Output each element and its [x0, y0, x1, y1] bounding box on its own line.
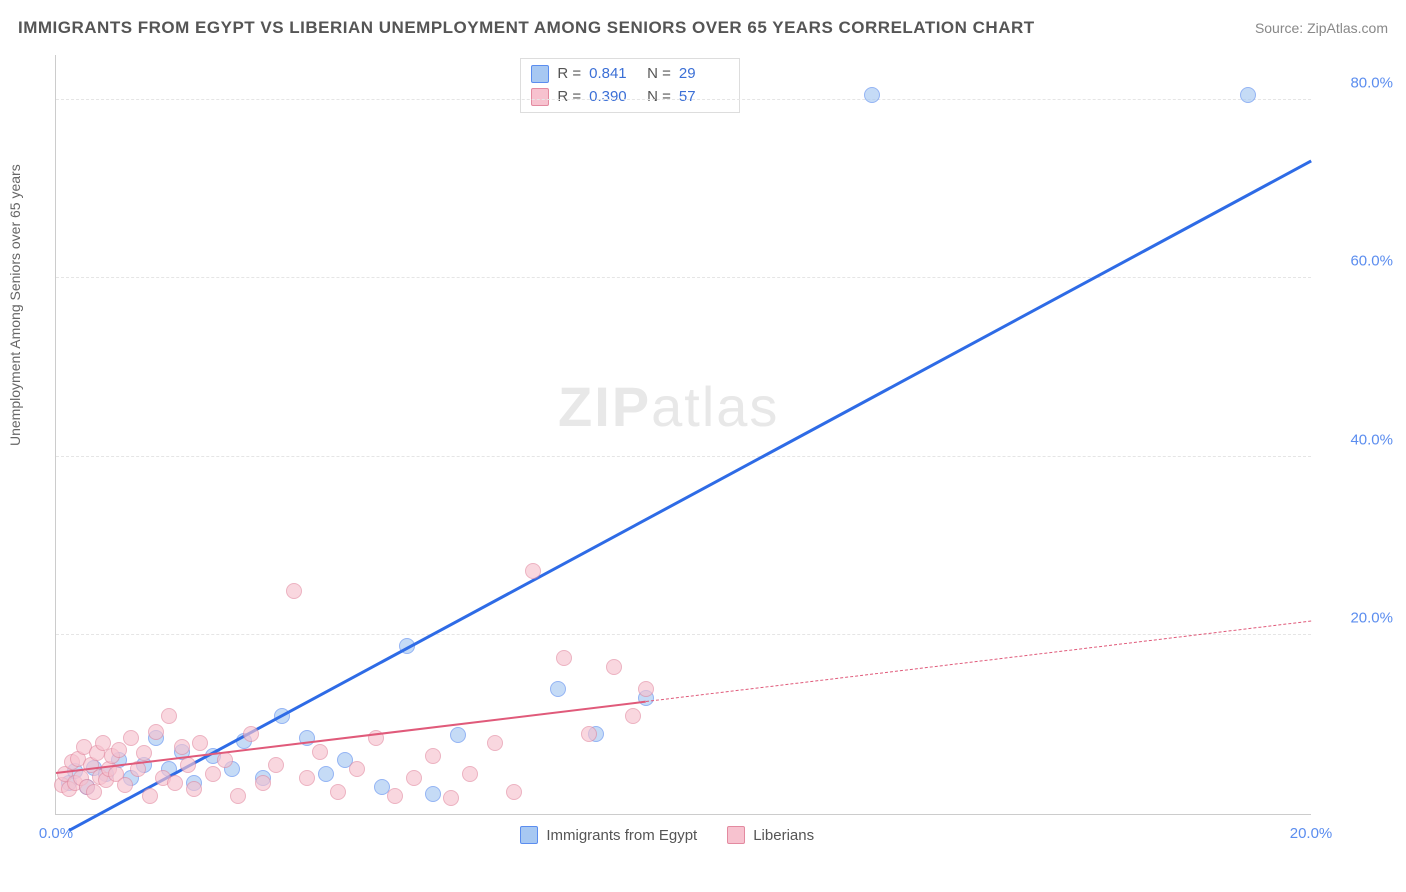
stat-r-value: 0.841 — [589, 63, 639, 86]
legend-swatch — [531, 88, 549, 106]
scatter-point — [148, 724, 164, 740]
scatter-point — [425, 748, 441, 764]
scatter-point — [864, 87, 880, 103]
source-label: Source: ZipAtlas.com — [1255, 20, 1388, 36]
scatter-point — [349, 761, 365, 777]
trend-line — [646, 621, 1311, 702]
scatter-point — [406, 770, 422, 786]
scatter-point — [86, 784, 102, 800]
legend-stats-row: R = 0.841 N = 29 — [531, 63, 729, 86]
scatter-point — [387, 788, 403, 804]
legend-stats: R = 0.841 N = 29 R = 0.390 N = 57 — [520, 58, 740, 113]
scatter-point — [638, 681, 654, 697]
stat-n-label: N = — [647, 63, 671, 86]
scatter-point — [174, 739, 190, 755]
gridline — [56, 634, 1311, 635]
scatter-point — [581, 726, 597, 742]
y-tick-label: 80.0% — [1350, 74, 1393, 91]
scatter-point — [1240, 87, 1256, 103]
x-legend-label: Immigrants from Egypt — [546, 827, 697, 844]
gridline — [56, 456, 1311, 457]
scatter-point — [556, 650, 572, 666]
scatter-point — [180, 757, 196, 773]
gridline — [56, 277, 1311, 278]
gridline — [56, 99, 1311, 100]
scatter-point — [330, 784, 346, 800]
x-legend: Immigrants from Egypt Liberians — [520, 826, 814, 844]
scatter-point — [217, 752, 233, 768]
scatter-point — [606, 659, 622, 675]
scatter-point — [450, 727, 466, 743]
scatter-point — [299, 770, 315, 786]
legend-swatch — [727, 826, 745, 844]
watermark: ZIPatlas — [558, 374, 779, 439]
stat-r-label: R = — [557, 86, 581, 109]
scatter-point — [625, 708, 641, 724]
x-tick-label: 20.0% — [1290, 825, 1333, 842]
y-tick-label: 20.0% — [1350, 610, 1393, 627]
y-tick-label: 60.0% — [1350, 253, 1393, 270]
legend-stats-row: R = 0.390 N = 57 — [531, 86, 729, 109]
scatter-point — [186, 781, 202, 797]
x-legend-item: Liberians — [727, 826, 814, 844]
x-legend-item: Immigrants from Egypt — [520, 826, 697, 844]
scatter-point — [525, 563, 541, 579]
x-tick-label: 0.0% — [39, 825, 73, 842]
scatter-point — [255, 775, 271, 791]
y-tick-label: 40.0% — [1350, 431, 1393, 448]
scatter-point — [487, 735, 503, 751]
scatter-point — [243, 726, 259, 742]
scatter-point — [167, 775, 183, 791]
scatter-point — [192, 735, 208, 751]
scatter-point — [318, 766, 334, 782]
title-bar: IMMIGRANTS FROM EGYPT VS LIBERIAN UNEMPL… — [18, 18, 1388, 38]
scatter-point — [462, 766, 478, 782]
chart-title: IMMIGRANTS FROM EGYPT VS LIBERIAN UNEMPL… — [18, 18, 1035, 38]
scatter-point — [550, 681, 566, 697]
y-axis-label: Unemployment Among Seniors over 65 years — [7, 164, 23, 446]
legend-swatch — [520, 826, 538, 844]
stat-n-label: N = — [647, 86, 671, 109]
scatter-point — [506, 784, 522, 800]
scatter-point — [123, 730, 139, 746]
scatter-point — [161, 708, 177, 724]
scatter-point — [312, 744, 328, 760]
scatter-point — [111, 742, 127, 758]
scatter-point — [142, 788, 158, 804]
legend-swatch — [531, 65, 549, 83]
scatter-point — [425, 786, 441, 802]
stat-n-value: 57 — [679, 86, 729, 109]
scatter-point — [286, 583, 302, 599]
x-legend-label: Liberians — [753, 827, 814, 844]
scatter-point — [117, 777, 133, 793]
stat-r-value: 0.390 — [589, 86, 639, 109]
stat-n-value: 29 — [679, 63, 729, 86]
stat-r-label: R = — [557, 63, 581, 86]
scatter-plot: ZIPatlas R =0.841N =29R =0.390N =57 Immi… — [55, 55, 1311, 815]
scatter-point — [136, 745, 152, 761]
scatter-point — [230, 788, 246, 804]
scatter-point — [205, 766, 221, 782]
scatter-point — [443, 790, 459, 806]
scatter-point — [268, 757, 284, 773]
